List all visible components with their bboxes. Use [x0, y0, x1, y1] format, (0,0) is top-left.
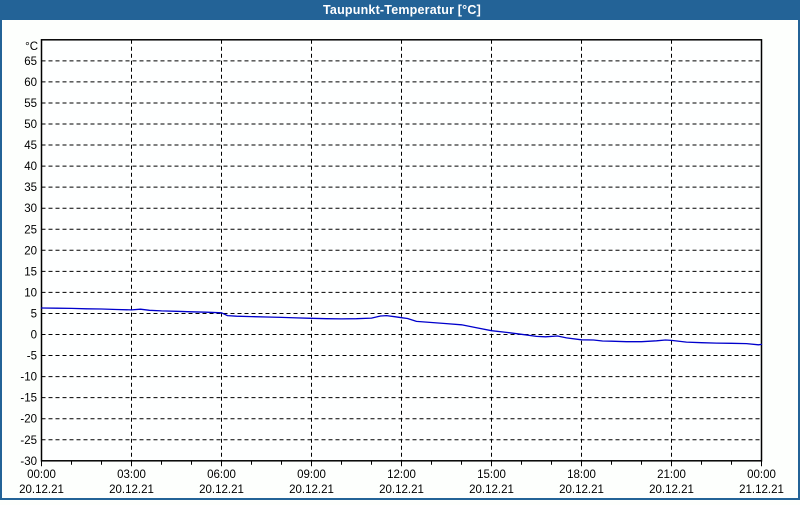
- y-tick-label: -30: [20, 456, 37, 468]
- y-tick-label: 65: [24, 56, 37, 68]
- x-tick-time-label: 18:00: [567, 469, 596, 481]
- x-tick-date-label: 20.12.21: [559, 484, 604, 496]
- plot-frame: [40, 39, 763, 462]
- y-tick-label: 40: [24, 161, 37, 173]
- x-tick-date-label: 20.12.21: [199, 484, 244, 496]
- temperature-line: [40, 307, 763, 346]
- x-tick-date-label: 21.12.21: [739, 484, 784, 496]
- y-tick-label: 30: [24, 203, 37, 215]
- x-tick-time-label: 09:00: [297, 469, 326, 481]
- y-tick-label: -20: [20, 414, 37, 426]
- chart-title: Taupunkt-Temperatur [°C]: [323, 3, 481, 17]
- y-tick-label: 60: [24, 77, 37, 89]
- x-tick-time-label: 12:00: [387, 469, 416, 481]
- y-tick-label: -25: [20, 435, 37, 447]
- x-tick-date-label: 20.12.21: [289, 484, 334, 496]
- y-tick-label: -10: [20, 372, 37, 384]
- x-tick-time-label: 03:00: [117, 469, 146, 481]
- x-tick-date-label: 20.12.21: [649, 484, 694, 496]
- x-tick-time-label: 00:00: [747, 469, 776, 481]
- x-tick-time-label: 06:00: [207, 469, 236, 481]
- y-axis-unit-label: °C: [25, 41, 38, 53]
- y-tick-label: 25: [24, 224, 37, 236]
- x-tick-time-label: 15:00: [477, 469, 506, 481]
- y-tick-label: 50: [24, 119, 37, 131]
- y-tick-label: 5: [31, 308, 37, 320]
- y-tick-label: 15: [24, 266, 37, 278]
- chart-area: 65 60 55 50 45 40 35 30 25 20 15 10 5 0 -5 -10 -15 -20 -25…: [2, 20, 800, 500]
- y-tick-label: 10: [24, 287, 37, 299]
- y-tick-label: -5: [27, 351, 37, 363]
- y-tick-label: 55: [24, 98, 37, 110]
- x-tick-date-label: 20.12.21: [469, 484, 514, 496]
- y-tick-label: 0: [31, 330, 37, 342]
- y-tick-label: 20: [24, 245, 37, 257]
- x-tick-date-label: 20.12.21: [379, 484, 424, 496]
- x-tick-time-label: 00:00: [27, 469, 56, 481]
- y-tick-label: 45: [24, 140, 37, 152]
- y-tick-label: -15: [20, 393, 37, 405]
- y-tick-label: 35: [24, 182, 37, 194]
- x-tick-date-label: 20.12.21: [109, 484, 154, 496]
- x-tick-date-label: 20.12.21: [19, 484, 64, 496]
- dew-point-chart: 65605550454035302520151050-5-10-15-20-25…: [19, 39, 784, 496]
- x-tick-time-label: 21:00: [657, 469, 686, 481]
- title-bar: Taupunkt-Temperatur [°C]: [2, 0, 800, 20]
